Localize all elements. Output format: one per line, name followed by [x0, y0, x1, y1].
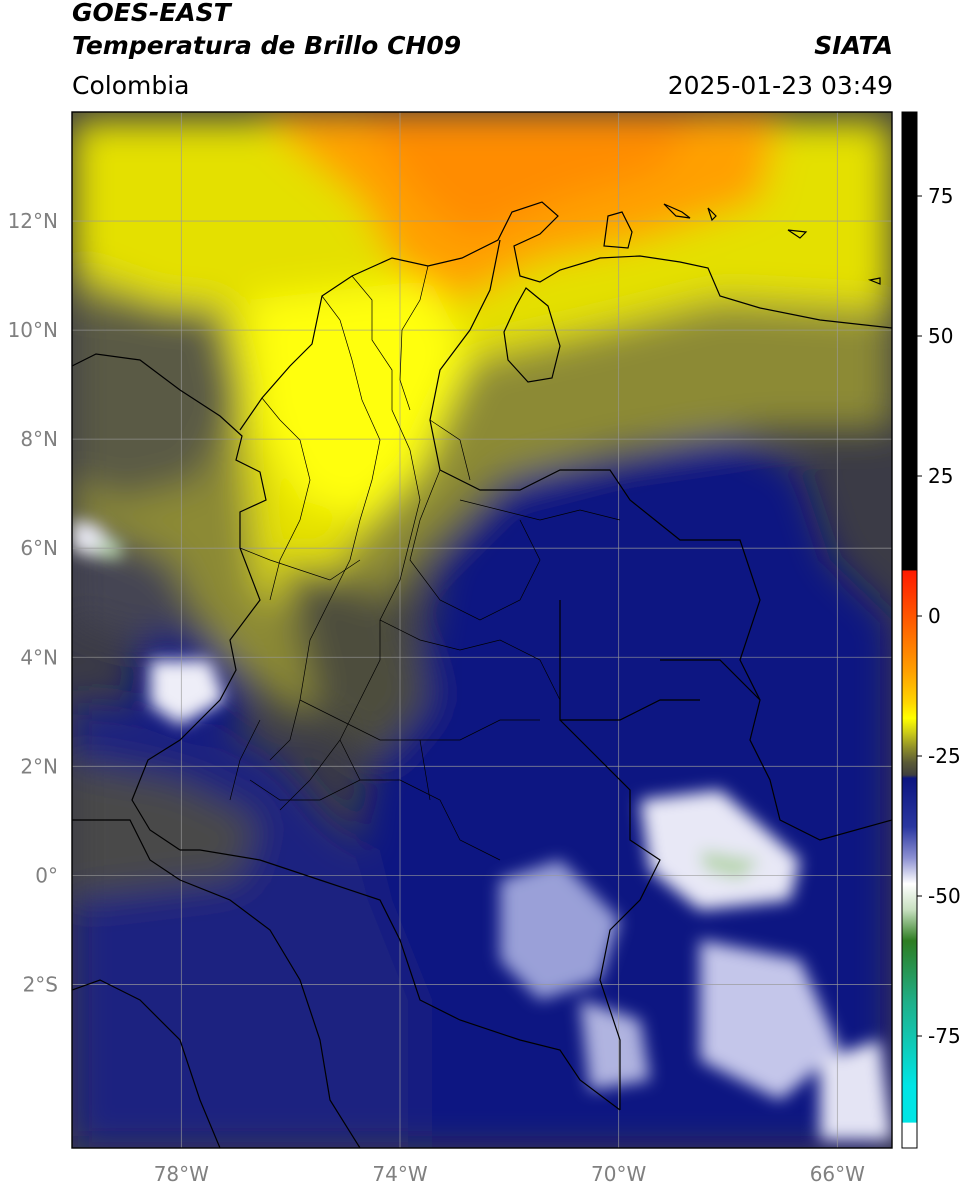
- colorbar-ramp: [902, 112, 917, 1148]
- lat-tick-label: 0°: [35, 863, 58, 887]
- graticule: [72, 112, 892, 1148]
- region-label: Colombia: [72, 71, 190, 100]
- colorbar-tick-label: -50: [928, 884, 961, 908]
- colorbar-tick-label: -75: [928, 1024, 961, 1048]
- colorbar-tick-label: -25: [928, 744, 961, 768]
- title-line-1: GOES-EAST: [72, 0, 231, 27]
- satellite-image: [72, 112, 892, 1148]
- lat-tick-label: 2°S: [23, 972, 58, 996]
- latitude-tick-labels: 12°N 10°N 8°N 6°N 4°N 2°N 0° 2°S: [8, 209, 58, 996]
- colorbar-tick-label: 75: [928, 184, 953, 208]
- lat-tick-label: 4°N: [20, 645, 58, 669]
- lat-tick-label: 12°N: [8, 209, 58, 233]
- department-borders: [229, 265, 621, 861]
- colorbar-tick-label: 25: [928, 464, 953, 488]
- brand-label: SIATA: [814, 31, 893, 60]
- colorbar-tick-label: 0: [928, 604, 941, 628]
- lat-tick-label: 2°N: [20, 754, 58, 778]
- lat-tick-label: 8°N: [20, 427, 58, 451]
- lat-tick-label: 10°N: [8, 318, 58, 342]
- lat-tick-label: 6°N: [20, 536, 58, 560]
- lon-tick-label: 78°W: [154, 1162, 209, 1186]
- lon-tick-label: 66°W: [810, 1162, 865, 1186]
- lon-tick-label: 70°W: [591, 1162, 646, 1186]
- map-frame: [71, 111, 893, 1149]
- colorbar-frame: [901, 111, 918, 1149]
- country-borders: [72, 201, 892, 1148]
- datetime-label: 2025-01-23 03:49: [667, 71, 893, 100]
- colorbar-ticks: 75 50 25 0 -25 -50 -75: [917, 184, 961, 1048]
- lon-tick-label: 74°W: [372, 1162, 427, 1186]
- title-line-2: Temperatura de Brillo CH09: [72, 31, 462, 60]
- colorbar-tick-label: 50: [928, 324, 953, 348]
- longitude-tick-labels: 78°W 74°W 70°W 66°W: [154, 1162, 865, 1186]
- colorbar: 75 50 25 0 -25 -50 -75: [901, 111, 961, 1149]
